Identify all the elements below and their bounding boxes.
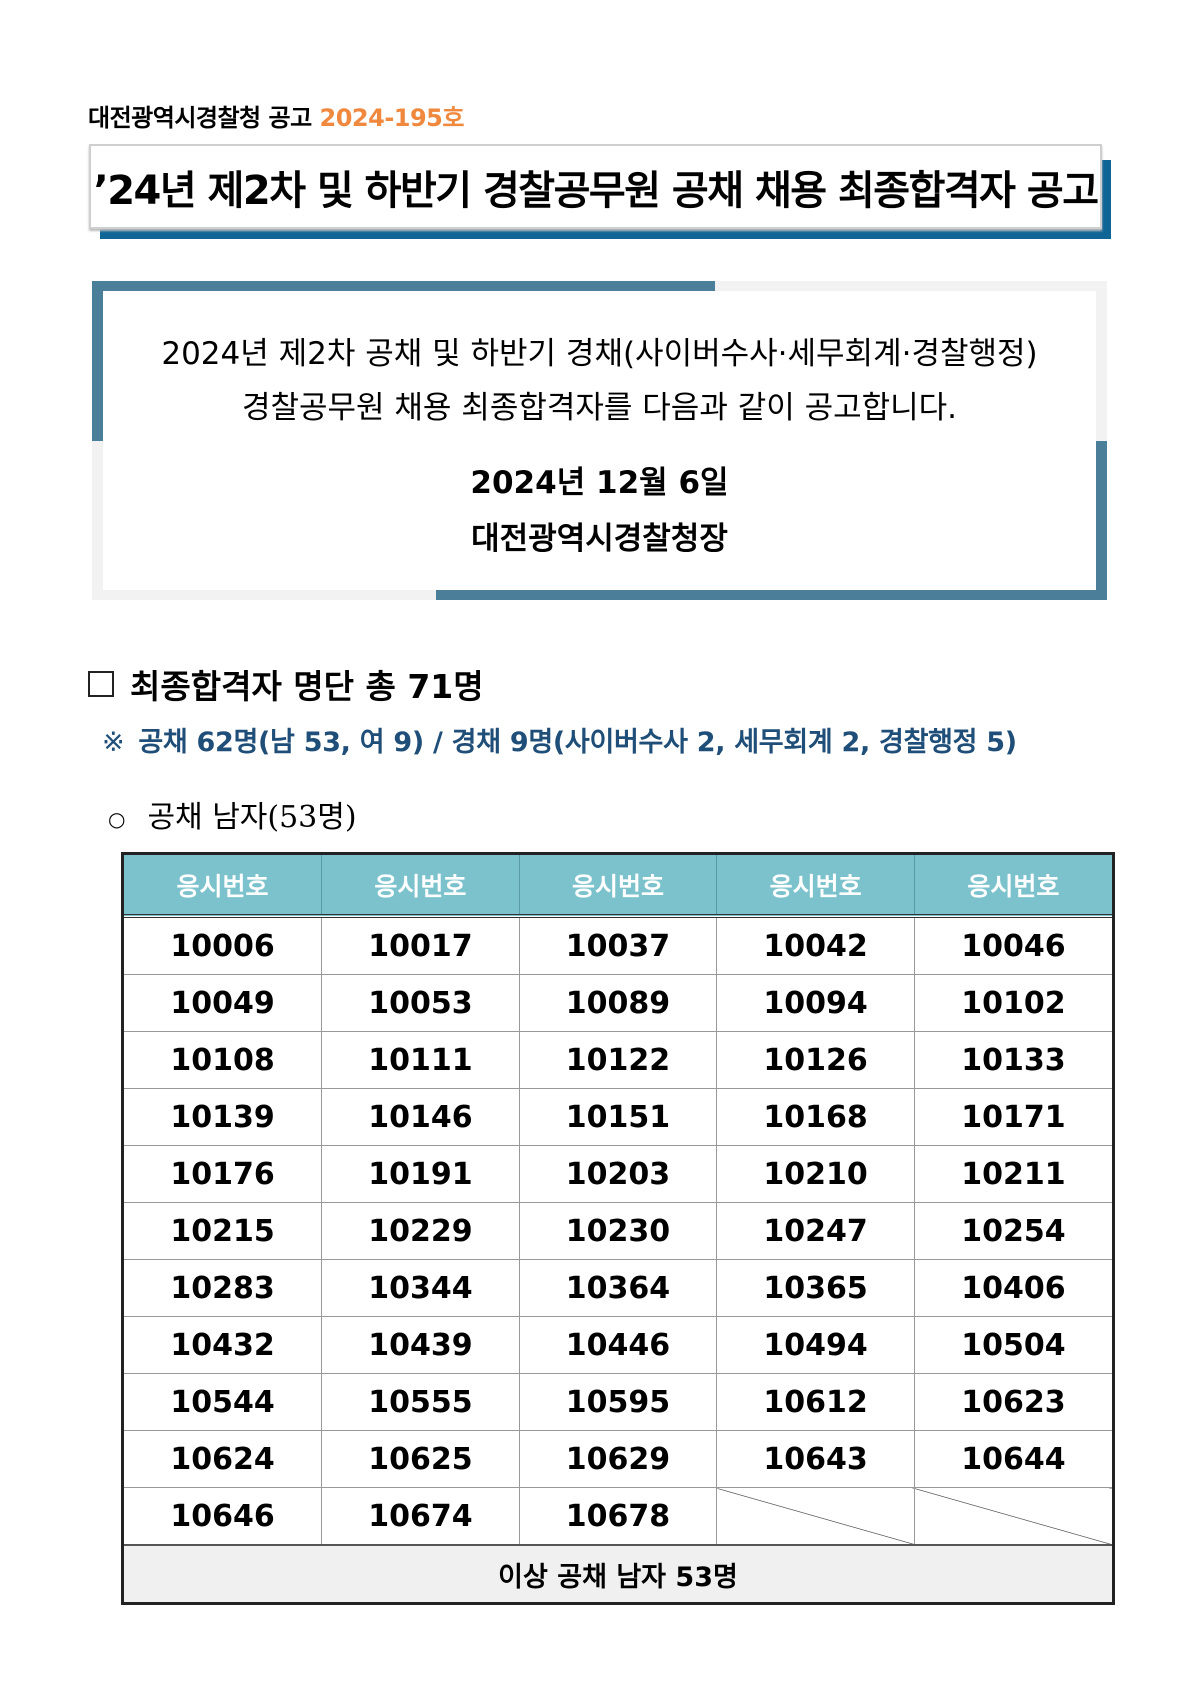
applicant-number: 10678	[518, 1487, 717, 1545]
frame-bar-bottom	[436, 590, 1107, 600]
applicant-number: 10643	[716, 1430, 915, 1488]
applicant-number: 10254	[913, 1202, 1112, 1260]
notice-line-1: 2024년 제2차 공채 및 하반기 경채(사이버수사·세무회계·경찰행정)	[161, 336, 1038, 372]
applicant-number: 10089	[518, 974, 717, 1032]
table-footer-row: 이상 공채 남자 53명	[124, 1544, 1112, 1602]
applicant-number: 10049	[124, 974, 322, 1032]
table-header-row: 응시번호 응시번호 응시번호 응시번호 응시번호	[124, 855, 1112, 918]
applicant-number: 10544	[124, 1373, 322, 1431]
section-heading: 최종합격자 명단 총 71명	[88, 660, 484, 708]
reference-mark-icon: ※	[102, 727, 125, 758]
notice-content: 2024년 제2차 공채 및 하반기 경채(사이버수사·세무회계·경찰행정) 경…	[103, 291, 1096, 590]
applicant-number: 10122	[518, 1031, 717, 1089]
applicant-number: 10211	[913, 1145, 1112, 1203]
table-row: 10108 10111 10122 10126 10133	[124, 1031, 1112, 1089]
applicant-number: 10646	[124, 1487, 322, 1545]
applicant-number: 10283	[124, 1259, 322, 1317]
table-footer: 이상 공채 남자 53명	[124, 1544, 1112, 1602]
column-header: 응시번호	[124, 855, 322, 918]
applicant-number: 10133	[913, 1031, 1112, 1089]
column-header: 응시번호	[518, 855, 717, 918]
column-header: 응시번호	[321, 855, 520, 918]
agency-name: 대전광역시경찰청 공고	[88, 104, 312, 132]
table-row: 10432 10439 10446 10494 10504	[124, 1316, 1112, 1374]
table-row: 10176 10191 10203 10210 10211	[124, 1145, 1112, 1203]
applicant-number: 10151	[518, 1088, 717, 1146]
table-row: 10646 10674 10678	[124, 1487, 1112, 1545]
applicant-number: 10439	[321, 1316, 520, 1374]
notice-box: 2024년 제2차 공채 및 하반기 경채(사이버수사·세무회계·경찰행정) 경…	[92, 281, 1107, 600]
applicant-number: 10094	[716, 974, 915, 1032]
applicant-number: 10176	[124, 1145, 322, 1203]
applicant-number: 10595	[518, 1373, 717, 1431]
section-heading-text: 최종합격자 명단 총 71명	[130, 667, 484, 706]
applicant-number: 10644	[913, 1430, 1112, 1488]
notice-date: 2024년 12월 6일	[470, 465, 729, 501]
applicant-number: 10494	[716, 1316, 915, 1374]
applicant-number: 10042	[716, 915, 915, 975]
notice-line-2: 경찰공무원 채용 최종합격자를 다음과 같이 공고합니다.	[241, 390, 958, 426]
notice-number: 2024-195호	[319, 104, 465, 132]
applicant-number: 10111	[321, 1031, 520, 1089]
applicant-number: 10365	[716, 1259, 915, 1317]
table-row: 10139 10146 10151 10168 10171	[124, 1088, 1112, 1146]
applicant-number: 10625	[321, 1430, 520, 1488]
table-row: 10215 10229 10230 10247 10254	[124, 1202, 1112, 1260]
applicant-number: 10171	[913, 1088, 1112, 1146]
page-title: ’24년 제2차 및 하반기 경찰공무원 공채 채용 최종합격자 공고	[93, 167, 1100, 214]
column-header: 응시번호	[913, 855, 1112, 918]
column-header: 응시번호	[716, 855, 915, 918]
frame-bar-left	[92, 281, 103, 441]
applicant-number: 10046	[913, 915, 1112, 975]
table-row: 10624 10625 10629 10643 10644	[124, 1430, 1112, 1488]
applicant-number: 10126	[716, 1031, 915, 1089]
empty-cell	[716, 1487, 915, 1545]
applicant-number: 10017	[321, 915, 520, 975]
summary-note-text: 공채 62명(남 53, 여 9) / 경채 9명(사이버수사 2, 세무회계 …	[138, 727, 1017, 758]
applicant-number: 10674	[321, 1487, 520, 1545]
empty-cell	[913, 1487, 1112, 1545]
applicant-number: 10037	[518, 915, 717, 975]
notice-issuer: 대전광역시경찰청장	[471, 521, 728, 557]
summary-note: ※ 공채 62명(남 53, 여 9) / 경채 9명(사이버수사 2, 세무회계…	[102, 720, 1017, 759]
applicant-number: 10555	[321, 1373, 520, 1431]
applicant-number: 10168	[716, 1088, 915, 1146]
applicant-number: 10344	[321, 1259, 520, 1317]
applicant-number: 10406	[913, 1259, 1112, 1317]
circle-bullet-icon: ○	[108, 807, 126, 831]
applicant-number: 10210	[716, 1145, 915, 1203]
applicant-number: 10432	[124, 1316, 322, 1374]
applicant-number: 10108	[124, 1031, 322, 1089]
applicant-number: 10230	[518, 1202, 717, 1260]
applicant-number: 10446	[518, 1316, 717, 1374]
applicant-number: 10139	[124, 1088, 322, 1146]
applicant-number: 10102	[913, 974, 1112, 1032]
frame-bar-top	[92, 281, 715, 291]
applicant-number: 10629	[518, 1430, 717, 1488]
subheading: ○ 공채 남자(53명)	[108, 792, 357, 836]
applicant-number: 10229	[321, 1202, 520, 1260]
frame-bar-right	[1096, 441, 1107, 600]
applicant-number: 10146	[321, 1088, 520, 1146]
applicant-number: 10624	[124, 1430, 322, 1488]
title-box: ’24년 제2차 및 하반기 경찰공무원 공채 채용 최종합격자 공고	[89, 144, 1102, 229]
results-table: 응시번호 응시번호 응시번호 응시번호 응시번호 10006 10017 10037 1004…	[121, 852, 1115, 1605]
applicant-number: 10203	[518, 1145, 717, 1203]
checkbox-square-icon	[88, 671, 114, 697]
applicant-number: 10053	[321, 974, 520, 1032]
table-row: 10006 10017 10037 10042 10046	[124, 915, 1112, 975]
table-row: 10544 10555 10595 10612 10623	[124, 1373, 1112, 1431]
applicant-number: 10006	[124, 915, 322, 975]
applicant-number: 10504	[913, 1316, 1112, 1374]
applicant-number: 10623	[913, 1373, 1112, 1431]
applicant-number: 10612	[716, 1373, 915, 1431]
notice-header: 대전광역시경찰청 공고 2024-195호	[88, 98, 464, 133]
table-row: 10049 10053 10089 10094 10102	[124, 974, 1112, 1032]
applicant-number: 10191	[321, 1145, 520, 1203]
applicant-number: 10364	[518, 1259, 717, 1317]
table-row: 10283 10344 10364 10365 10406	[124, 1259, 1112, 1317]
applicant-number: 10215	[124, 1202, 322, 1260]
applicant-number: 10247	[716, 1202, 915, 1260]
subheading-text: 공채 남자(53명)	[147, 800, 357, 835]
